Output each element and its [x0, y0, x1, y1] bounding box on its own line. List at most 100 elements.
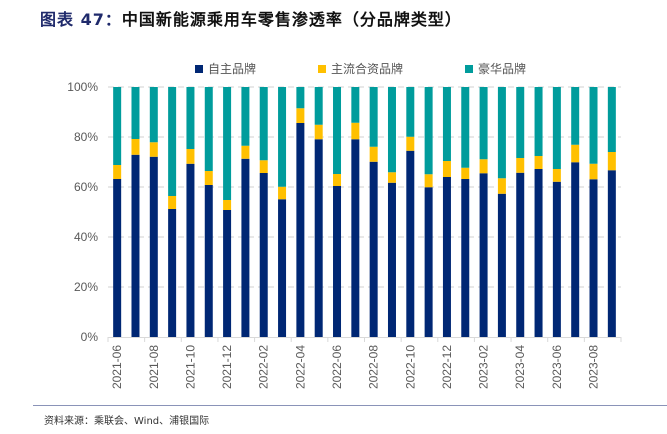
bar-segment-domestic — [223, 210, 232, 337]
bar-segment-domestic — [278, 199, 287, 337]
y-tick-label: 100% — [67, 80, 98, 94]
bar-segment-domestic — [479, 173, 488, 337]
bar-segment-mainstream-jv — [259, 160, 268, 173]
x-tick-label: 2022-10 — [403, 345, 417, 389]
bar-segment-domestic — [534, 169, 543, 337]
bar-segment-domestic — [168, 209, 177, 337]
legend-item-mainstream-jv: 主流合资品牌 — [318, 60, 403, 77]
bar-segment-mainstream-jv — [589, 163, 598, 180]
bar-segment-mainstream-jv — [571, 144, 580, 163]
bar-segment-domestic — [571, 162, 580, 337]
bar-segment-luxury — [369, 87, 378, 147]
bar-segment-domestic — [186, 163, 195, 337]
bar-segment-luxury — [186, 87, 195, 149]
bar-segment-domestic — [552, 181, 561, 337]
bar-segment-luxury — [296, 87, 305, 109]
bar-segment-mainstream-jv — [461, 167, 470, 179]
x-tick-label: 2021-10 — [183, 345, 197, 389]
bar-segment-domestic — [589, 179, 598, 337]
y-tick-label: 80% — [74, 130, 98, 144]
bar-segment-mainstream-jv — [204, 171, 213, 185]
bar-segment-luxury — [442, 87, 451, 161]
bar-segment-domestic — [442, 177, 451, 337]
bar-segment-domestic — [149, 156, 158, 337]
source-note: 资料来源：乘联会、Wind、浦银国际 — [44, 416, 210, 427]
bar-segment-luxury — [607, 87, 616, 152]
bar-segment-domestic — [497, 193, 506, 337]
source-divider — [33, 405, 667, 406]
bar-segment-domestic — [131, 154, 140, 337]
x-tick-label: 2022-12 — [440, 345, 454, 389]
bar-segment-mainstream-jv — [442, 161, 451, 177]
chart-title: 图表 47：中国新能源乘用车零售渗透率（分品牌类型） — [40, 6, 462, 30]
bar-segment-mainstream-jv — [186, 149, 195, 164]
bar-segment-luxury — [351, 87, 360, 123]
y-axis-ticks: 0% 20% 40% 60% 80% 100% — [67, 80, 98, 344]
bar-segment-mainstream-jv — [278, 186, 287, 200]
bar-segment-domestic — [241, 158, 250, 337]
bar-segment-domestic — [204, 185, 213, 337]
bar-segment-luxury — [149, 87, 158, 143]
y-tick-label: 40% — [74, 230, 98, 244]
x-tick-label: 2021-08 — [147, 345, 161, 389]
bar-segment-luxury — [516, 87, 525, 158]
bar-segment-luxury — [131, 87, 140, 139]
bar-segment-luxury — [223, 87, 232, 200]
bar-segment-domestic — [259, 173, 268, 337]
x-tick-label: 2022-08 — [367, 345, 381, 389]
bar-segment-luxury — [168, 87, 177, 196]
y-tick-label: 0% — [81, 330, 99, 344]
bar-segment-domestic — [516, 172, 525, 337]
bar-segment-mainstream-jv — [131, 139, 140, 155]
bar-segment-luxury — [497, 87, 506, 179]
y-tick-label: 20% — [74, 280, 98, 294]
bar-segment-luxury — [534, 87, 543, 156]
bar-segment-luxury — [113, 87, 122, 165]
bar-segment-mainstream-jv — [168, 196, 177, 209]
bar-segment-mainstream-jv — [314, 124, 323, 140]
bar-segment-mainstream-jv — [552, 169, 561, 182]
bar-segment-domestic — [406, 150, 415, 337]
bar-segment-domestic — [387, 182, 396, 337]
bar-segment-mainstream-jv — [534, 156, 543, 169]
bar-segment-luxury — [204, 87, 213, 171]
chart-title-prefix: 图表 47： — [40, 10, 122, 29]
legend-swatch-luxury — [465, 64, 473, 73]
legend-item-luxury: 豪华品牌 — [465, 60, 526, 77]
bar-segment-mainstream-jv — [387, 172, 396, 183]
bar-segment-luxury — [387, 87, 396, 173]
bar-segment-domestic — [461, 179, 470, 337]
bar-segment-luxury — [241, 87, 250, 146]
bar-segment-domestic — [333, 186, 342, 337]
y-tick-label: 60% — [74, 180, 98, 194]
bar-segment-mainstream-jv — [241, 145, 250, 159]
bar-segment-domestic — [296, 123, 305, 337]
bar-segment-luxury — [333, 87, 342, 174]
x-tick-label: 2022-02 — [257, 345, 271, 389]
bar-segment-mainstream-jv — [406, 136, 415, 151]
gridlines — [108, 86, 621, 288]
bar-segment-luxury — [571, 87, 580, 145]
bar-segment-domestic — [424, 187, 433, 337]
bar-segment-mainstream-jv — [149, 142, 158, 157]
bar-segment-luxury — [552, 87, 561, 169]
bar-segment-luxury — [406, 87, 415, 137]
bar-segment-luxury — [278, 87, 287, 187]
bar-segment-mainstream-jv — [516, 158, 525, 173]
bar-segment-luxury — [589, 87, 598, 164]
bar-segment-domestic — [351, 139, 360, 337]
legend-item-domestic: 自主品牌 — [195, 60, 256, 77]
bar-segment-mainstream-jv — [479, 159, 488, 174]
bar-segment-domestic — [314, 139, 323, 337]
x-tick-label: 2023-06 — [550, 345, 564, 389]
bar-segment-domestic — [607, 170, 616, 337]
bar-segment-domestic — [369, 161, 378, 337]
legend-swatch-mainstream-jv — [318, 64, 326, 73]
chart-title-text: 中国新能源乘用车零售渗透率（分品牌类型） — [121, 10, 462, 29]
bar-segment-luxury — [424, 87, 433, 175]
x-tick-label: 2023-04 — [513, 345, 527, 389]
bar-segment-mainstream-jv — [223, 200, 232, 210]
legend-label-mainstream-jv: 主流合资品牌 — [331, 62, 404, 76]
chart-legend: 自主品牌 主流合资品牌 豪华品牌 — [0, 60, 667, 76]
